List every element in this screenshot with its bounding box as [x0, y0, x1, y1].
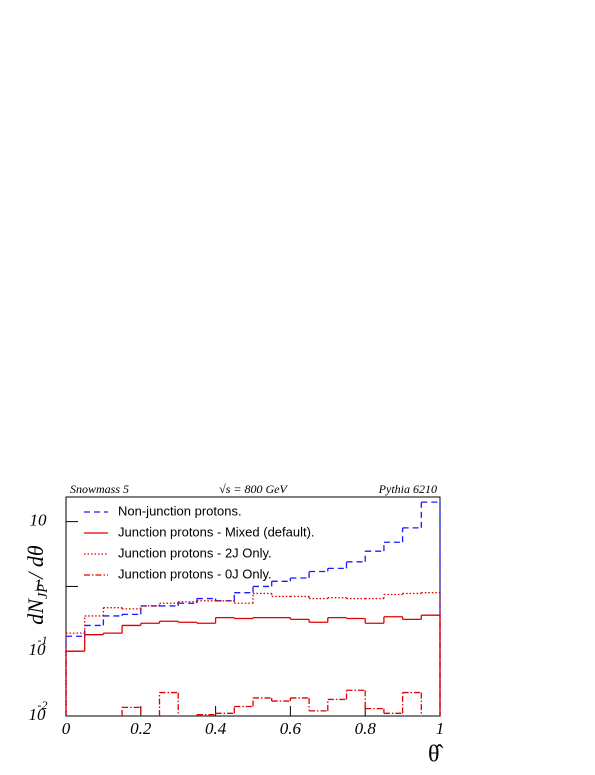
legend-label: Junction protons - 0J Only.	[118, 566, 272, 581]
y-tick-label: 10	[30, 511, 48, 530]
y-label-rest: / dθ	[23, 545, 48, 584]
y-tick-label: 10-2	[29, 698, 48, 724]
y-axis-label: dNJP / dθ	[23, 545, 51, 625]
x-tick-label: 0.4	[205, 719, 227, 738]
x-tick-label: 0.8	[355, 719, 377, 738]
y-tick-exponent: -1	[38, 633, 48, 647]
y-tick-exponent: -2	[38, 698, 48, 712]
header-left: Snowmass 5	[70, 482, 129, 496]
y-tick-base: 10	[29, 640, 47, 659]
header-center: √s = 800 GeV	[219, 482, 288, 496]
y-tick-label: 1	[34, 575, 43, 594]
header-right: Pythia 6210	[378, 482, 437, 496]
x-axis-label: θ̂	[428, 742, 443, 768]
y-tick-base: 1	[34, 575, 43, 594]
y-tick-base: 10	[29, 705, 47, 724]
x-tick-label: 1	[436, 719, 445, 738]
x-tick-label: 0.6	[280, 719, 302, 738]
y-tick-base: 10	[30, 511, 48, 530]
x-tick-label: 0	[62, 719, 71, 738]
x-tick-label: 0.2	[130, 719, 152, 738]
y-label-sub: JP	[36, 584, 51, 599]
legend-label: Junction protons - Mixed (default).	[118, 524, 315, 539]
legend-label: Non-junction protons.	[118, 503, 242, 518]
legend-label: Junction protons - 2J Only.	[118, 545, 272, 560]
y-label-main: dN	[23, 598, 48, 625]
y-tick-label: 10-1	[29, 633, 48, 659]
